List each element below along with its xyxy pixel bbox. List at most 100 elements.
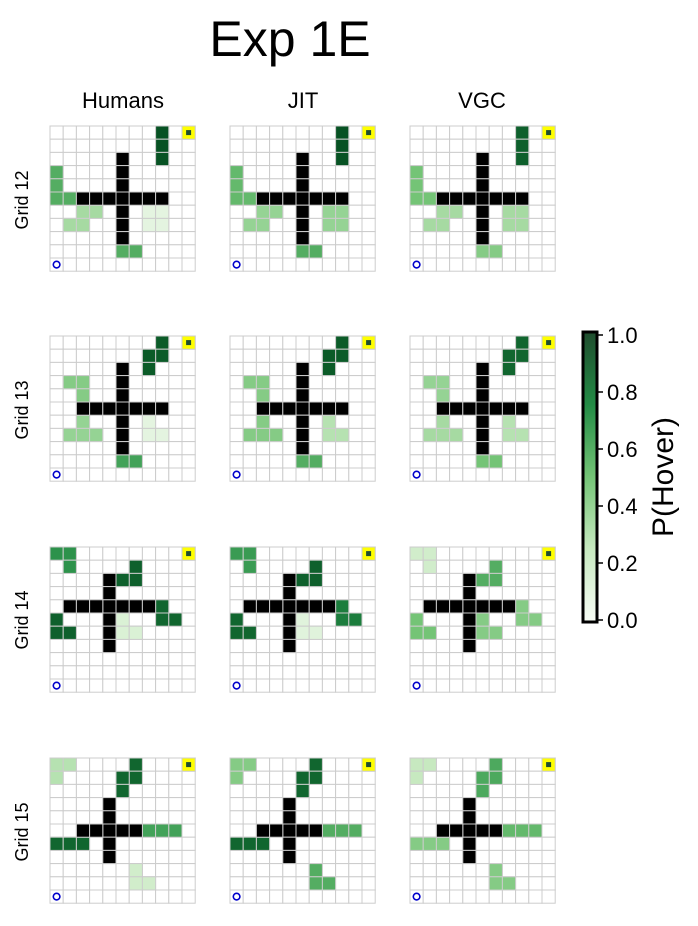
grid-cell bbox=[75, 849, 91, 865]
obstacle-cell bbox=[75, 427, 91, 443]
goal-marker bbox=[546, 340, 552, 346]
grid-cell bbox=[488, 797, 503, 812]
grid-cell bbox=[269, 625, 284, 640]
grid-cell bbox=[348, 863, 363, 878]
grid-cell bbox=[115, 138, 130, 153]
column-title-vgc: VGC bbox=[458, 88, 506, 113]
grid-cell bbox=[422, 572, 437, 588]
grid-cell bbox=[168, 783, 183, 799]
grid-cell bbox=[308, 678, 323, 693]
grid-cell bbox=[128, 783, 143, 799]
grid-cell bbox=[75, 441, 91, 456]
grid-cell bbox=[181, 454, 196, 469]
wall-cell bbox=[115, 375, 130, 390]
obstacle-cell bbox=[335, 217, 350, 233]
grid-cell bbox=[422, 231, 437, 246]
grid-cell bbox=[75, 652, 91, 667]
grid-cell bbox=[282, 889, 297, 904]
grid-cell bbox=[141, 257, 157, 272]
wall-cell bbox=[462, 401, 477, 416]
grid-cell bbox=[49, 231, 64, 246]
wall-cell bbox=[242, 599, 257, 614]
grid-cell bbox=[269, 151, 284, 167]
grid-cell bbox=[335, 757, 350, 772]
grid-cell bbox=[361, 836, 376, 851]
start-marker bbox=[52, 470, 61, 479]
obstacle-cell bbox=[488, 559, 503, 574]
obstacle-cell bbox=[155, 612, 170, 627]
grid-cell bbox=[541, 652, 556, 667]
grid-cell bbox=[541, 454, 556, 469]
grid-cell bbox=[321, 652, 337, 667]
colorbar-tick-label: 0.4 bbox=[607, 494, 638, 519]
grid-cell bbox=[501, 388, 517, 403]
grid-cell bbox=[255, 441, 271, 456]
grid-cell bbox=[89, 770, 104, 785]
grid-cell bbox=[229, 414, 244, 429]
grid-cell bbox=[541, 797, 556, 812]
grid-cell bbox=[541, 863, 556, 878]
grid-cell bbox=[181, 427, 196, 443]
grid-cell bbox=[501, 244, 517, 259]
wall-cell bbox=[501, 401, 517, 416]
obstacle-cell bbox=[295, 770, 310, 785]
grid-cell bbox=[115, 125, 130, 140]
grid-cell bbox=[282, 204, 297, 219]
grid-cell bbox=[242, 823, 257, 838]
grid-cell bbox=[255, 138, 271, 153]
grid-cell bbox=[168, 467, 183, 482]
grid-cell bbox=[282, 375, 297, 390]
obstacle-cell bbox=[155, 204, 170, 219]
grid-cell bbox=[128, 178, 143, 193]
grid-cell bbox=[181, 572, 196, 588]
grid-cell bbox=[409, 849, 424, 865]
grid-cell bbox=[422, 138, 437, 153]
wall-cell bbox=[102, 599, 117, 614]
grid-cell bbox=[335, 625, 350, 640]
wall-cell bbox=[435, 823, 451, 838]
grid-cell bbox=[528, 165, 543, 180]
grid-cell bbox=[321, 441, 337, 456]
grid-cell bbox=[295, 586, 310, 601]
grid-cell bbox=[422, 612, 437, 627]
wall-cell bbox=[475, 178, 490, 193]
grid-cell bbox=[462, 388, 477, 403]
grid-cell bbox=[541, 810, 556, 825]
grid-cell bbox=[321, 625, 337, 640]
grid-cell bbox=[335, 810, 350, 825]
grid-cell bbox=[488, 427, 503, 443]
panel-grid-13-jit bbox=[229, 335, 376, 482]
grid-cell bbox=[409, 823, 424, 838]
goal-marker bbox=[186, 762, 192, 768]
grid-cell bbox=[155, 625, 170, 640]
grid-cell bbox=[435, 770, 451, 785]
grid-cell bbox=[422, 335, 437, 350]
grid-cell bbox=[229, 217, 244, 233]
grid-cell bbox=[308, 361, 323, 377]
grid-cell bbox=[501, 783, 517, 799]
grid-cell bbox=[348, 889, 363, 904]
grid-cell bbox=[181, 231, 196, 246]
grid-cell bbox=[541, 191, 556, 206]
grid-cell bbox=[321, 257, 337, 272]
grid-cell bbox=[255, 797, 271, 812]
grid-cell bbox=[528, 638, 543, 654]
grid-cell bbox=[269, 586, 284, 601]
grid-cell bbox=[361, 810, 376, 825]
grid-cell bbox=[255, 348, 271, 363]
obstacle-cell bbox=[488, 757, 503, 772]
grid-cell bbox=[541, 849, 556, 865]
grid-cell bbox=[515, 836, 530, 851]
grid-cell bbox=[89, 361, 104, 377]
grid-cell bbox=[435, 797, 451, 812]
grid-cell bbox=[141, 388, 157, 403]
wall-cell bbox=[308, 599, 323, 614]
panel-grid-13-vgc bbox=[409, 335, 556, 482]
wall-cell bbox=[282, 625, 297, 640]
grid-cell bbox=[269, 217, 284, 233]
grid-cell bbox=[229, 599, 244, 614]
obstacle-cell bbox=[528, 823, 543, 838]
wall-cell bbox=[475, 388, 490, 403]
grid-cell bbox=[181, 138, 196, 153]
